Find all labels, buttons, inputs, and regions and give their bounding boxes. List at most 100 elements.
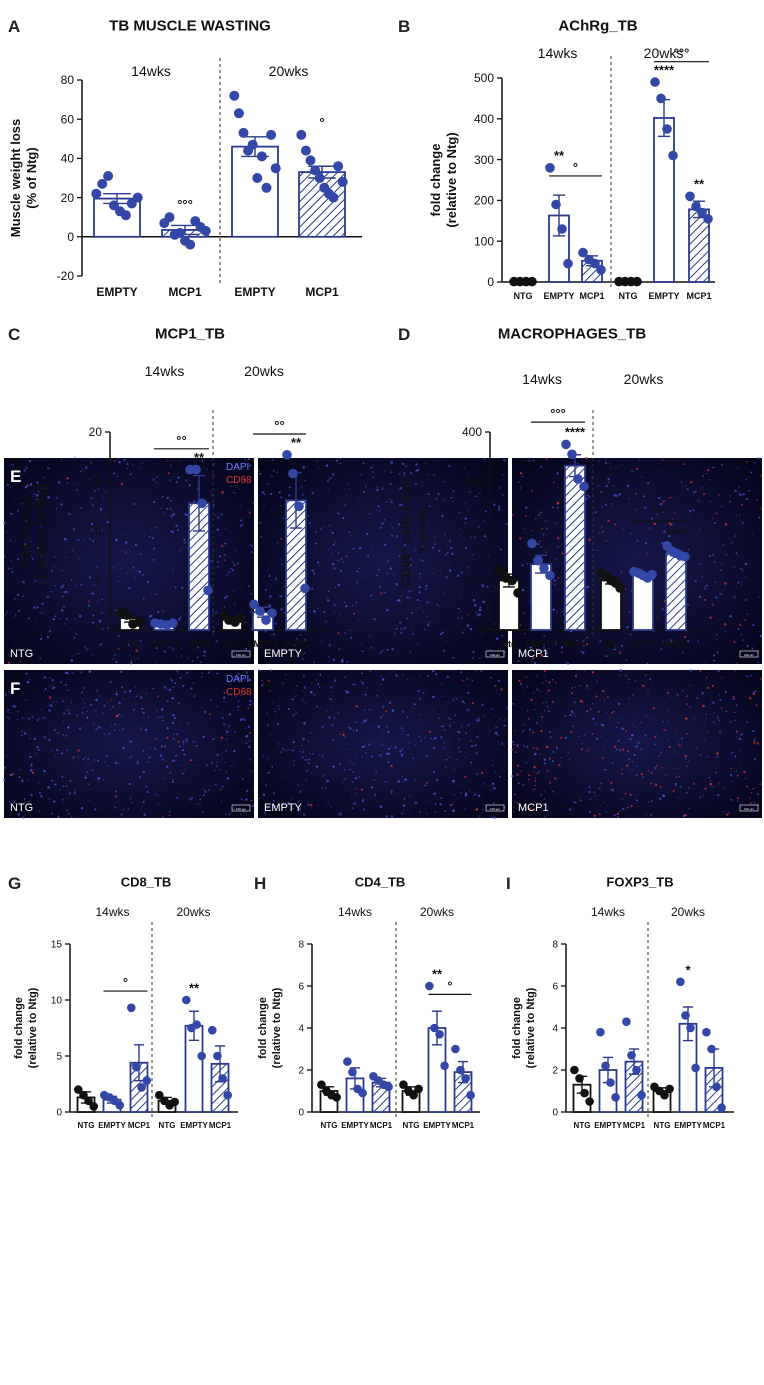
tissue-speck <box>645 813 647 816</box>
tissue-speck <box>114 795 118 798</box>
tissue-speck <box>607 778 609 780</box>
tissue-speck <box>54 585 56 587</box>
tissue-speck <box>533 771 535 773</box>
tissue-speck <box>469 739 472 742</box>
y-tick-label-B: 200 <box>474 194 494 208</box>
tissue-speck <box>562 614 565 616</box>
tissue-speck <box>409 650 412 653</box>
tissue-speck <box>221 491 224 494</box>
tissue-speck <box>291 798 293 800</box>
tissue-speck <box>104 491 106 493</box>
tissue-speck <box>92 722 95 725</box>
tissue-speck <box>459 611 461 613</box>
tissue-speck <box>338 813 340 816</box>
tissue-speck <box>82 698 84 701</box>
tissue-speck <box>548 682 550 685</box>
tissue-speck <box>409 795 411 797</box>
tissue-speck <box>364 485 367 488</box>
tissue-speck <box>240 798 243 801</box>
tissue-speck <box>127 643 130 646</box>
tissue-speck <box>67 673 69 675</box>
tissue-speck <box>90 522 94 526</box>
tissue-speck <box>675 776 678 778</box>
tissue-speck <box>670 696 672 699</box>
tissue-speck <box>457 730 459 733</box>
tissue-speck <box>294 746 296 748</box>
tissue-speck <box>44 457 46 459</box>
tile-label-E-ntg: NTG <box>10 648 33 660</box>
tissue-speck <box>629 738 632 741</box>
scalebar-label-F-ntg: 100 µm <box>236 807 247 811</box>
tissue-speck <box>180 460 182 462</box>
tissue-speck <box>600 491 603 494</box>
tissue-speck <box>308 758 311 761</box>
tissue-speck <box>542 533 545 536</box>
tissue-speck <box>620 773 623 775</box>
tissue-speck <box>527 710 529 712</box>
data-point-G-2 <box>132 1062 141 1072</box>
tissue-speck <box>228 713 232 716</box>
tissue-speck <box>6 483 9 486</box>
tissue-speck <box>43 717 45 720</box>
tissue-speck <box>294 713 296 715</box>
tissue-speck <box>578 735 580 737</box>
tissue-speck <box>738 749 740 751</box>
tissue-speck <box>149 747 151 749</box>
tissue-speck <box>564 736 568 739</box>
tissue-speck <box>745 675 748 677</box>
tissue-speck <box>91 654 93 656</box>
tissue-speck <box>483 458 486 461</box>
tissue-speck <box>41 716 44 718</box>
tissue-speck <box>166 765 169 768</box>
tissue-speck <box>495 673 497 675</box>
tissue-speck <box>198 764 200 766</box>
tissue-speck <box>556 536 560 540</box>
tissue-speck <box>182 743 185 745</box>
tissue-speck <box>732 697 735 700</box>
tissue-speck <box>751 533 753 535</box>
tissue-speck <box>280 608 283 611</box>
tissue-speck <box>171 531 175 534</box>
tile-label-F-empty: EMPTY <box>264 802 303 814</box>
tissue-speck <box>34 460 36 462</box>
tissue-speck <box>494 684 497 688</box>
tissue-speck <box>24 813 27 815</box>
tissue-speck <box>267 757 269 760</box>
tissue-speck <box>436 778 439 781</box>
tissue-speck <box>528 718 530 720</box>
data-point-H-1 <box>343 1057 352 1066</box>
tissue-speck <box>613 814 616 817</box>
tissue-speck <box>81 691 83 694</box>
tissue-speck <box>199 712 201 715</box>
y-tick-label-A: -20 <box>57 269 75 283</box>
tissue-speck <box>168 814 171 816</box>
tissue-speck <box>36 605 39 609</box>
tissue-speck <box>447 717 451 720</box>
x-category-label-B: EMPTY <box>543 291 574 301</box>
tissue-speck <box>629 793 632 797</box>
tissue-speck <box>415 743 417 746</box>
tissue-speck <box>527 778 530 781</box>
tissue-speck <box>319 673 322 676</box>
tissue-speck <box>212 737 215 741</box>
tissue-speck <box>668 534 671 538</box>
tissue-speck <box>491 782 495 785</box>
tissue-speck <box>748 476 751 478</box>
tissue-speck <box>640 773 643 776</box>
tissue-speck <box>153 547 156 550</box>
tissue-speck <box>84 646 87 648</box>
tissue-speck <box>293 692 296 694</box>
tissue-speck <box>465 546 468 549</box>
tissue-speck <box>670 496 672 499</box>
tissue-speck <box>243 669 245 672</box>
tissue-speck <box>354 721 357 724</box>
tissue-speck <box>539 793 543 797</box>
tissue-speck <box>552 751 555 753</box>
tissue-speck <box>304 479 306 482</box>
tissue-speck <box>534 780 537 782</box>
tissue-speck <box>216 753 219 756</box>
tissue-speck <box>586 687 588 689</box>
tissue-speck <box>117 458 119 460</box>
tissue-speck <box>237 705 240 708</box>
tissue-speck <box>156 476 158 479</box>
